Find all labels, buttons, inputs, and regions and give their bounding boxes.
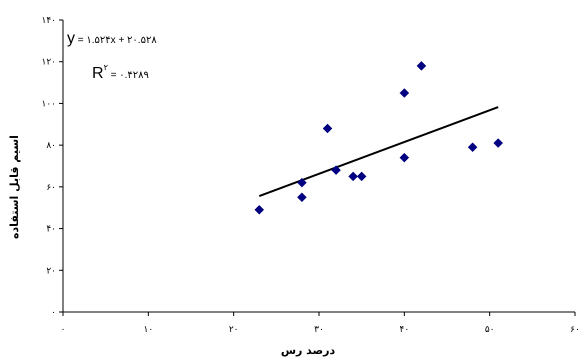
x-tick-label: ۶۰ [570, 325, 580, 335]
x-tick-label: ۱۰ [143, 325, 153, 335]
data-point-marker [322, 123, 333, 134]
y-axis-title: اسیم قابل استفاده [8, 135, 21, 239]
y-tick-label: ۱۲۰ [41, 58, 56, 68]
data-point-marker [399, 88, 410, 98]
data-point-marker [399, 152, 410, 163]
x-axis-title: درصد رس [281, 344, 336, 357]
equation-rest: = ۱.۵۲۴x + ۲۰.۵۲۸ [75, 35, 157, 46]
data-point-marker [297, 192, 307, 203]
y-tick-label: ۸۰ [46, 141, 56, 151]
y-tick-label: ۶۰ [46, 183, 56, 193]
data-point-marker [467, 142, 478, 153]
data-point-marker [331, 165, 341, 176]
data-point-marker [348, 171, 358, 182]
y-tick-label: ۱۰۰ [41, 99, 56, 109]
x-axis-ticks: ۰ ۱۰ ۲۰ ۳۰ ۴۰ ۵۰ ۶۰ [61, 312, 580, 335]
y-tick-label: ۲۰ [46, 266, 56, 276]
data-points [254, 61, 504, 215]
trendline-group [258, 106, 499, 198]
y-tick-label: ۱۴۰ [41, 16, 56, 26]
r-squared-r: R [92, 65, 104, 82]
x-tick-label: ۵۰ [485, 325, 495, 335]
r-squared-superscript: ۲ [104, 63, 108, 72]
y-axis-ticks: ۰ ۲۰ ۴۰ ۶۰ ۸۰ ۱۰۰ ۱۲۰ ۱۴۰ [41, 16, 63, 318]
data-point-marker [493, 138, 504, 148]
r-squared-value: = ۰.۴۲۸۹ [108, 70, 149, 81]
data-point-marker [356, 171, 367, 182]
data-point-marker [416, 61, 427, 71]
trendline [258, 106, 499, 198]
y-tick-label: ۴۰ [46, 225, 56, 235]
x-tick-label: ۳۰ [314, 325, 324, 335]
y-tick-label: ۰ [51, 308, 56, 318]
data-point-marker [254, 204, 265, 215]
x-tick-label: ۲۰ [229, 325, 239, 335]
r-squared-label: R۲ = ۰.۴۲۸۹ [92, 63, 149, 82]
data-point-marker [297, 177, 307, 188]
equation-y: y [67, 30, 75, 47]
x-tick-label: ۴۰ [399, 325, 409, 335]
x-tick-label: ۰ [61, 325, 66, 335]
axes [62, 20, 575, 313]
trendline-equation: y = ۱.۵۲۴x + ۲۰.۵۲۸ [67, 30, 157, 47]
